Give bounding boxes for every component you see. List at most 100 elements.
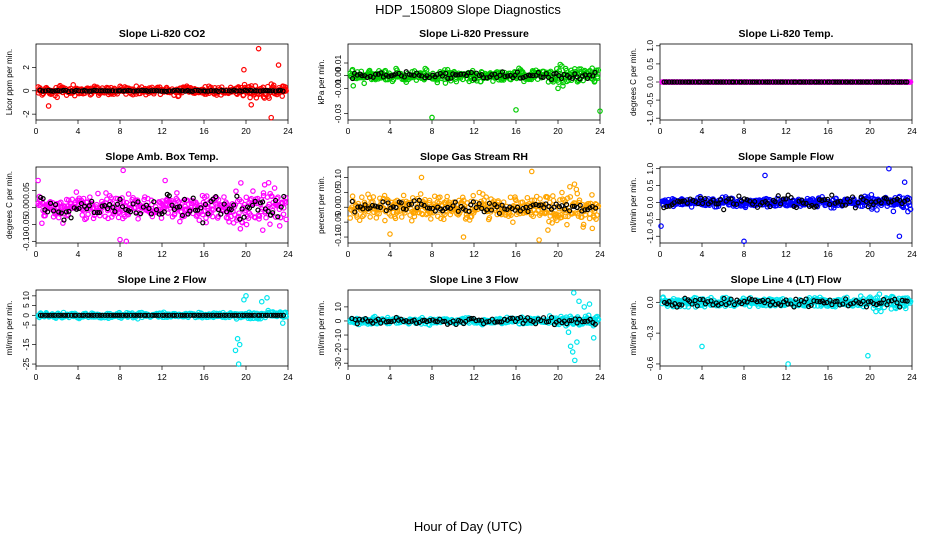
sample-point <box>177 218 183 225</box>
mean-point <box>721 207 727 213</box>
mean-point <box>233 312 239 318</box>
sample-point <box>238 198 245 205</box>
y-axis-label: degrees C per min. <box>629 48 638 116</box>
sample-point <box>873 308 879 315</box>
mean-point <box>189 88 196 94</box>
mean-point <box>747 198 753 204</box>
sample-point <box>442 80 449 86</box>
mean-point <box>52 312 58 318</box>
mean-point <box>741 196 747 202</box>
mean-point <box>902 79 908 85</box>
mean-point <box>195 87 201 93</box>
mean-point <box>229 88 235 94</box>
sample-point <box>572 210 578 216</box>
mean-point <box>197 88 204 94</box>
sample-point <box>459 194 466 201</box>
outlier-point <box>264 294 270 301</box>
mean-point <box>871 79 877 85</box>
mean-point <box>896 79 903 85</box>
mean-point <box>91 312 97 318</box>
x-tick-label: 0 <box>346 126 351 136</box>
mean-point <box>541 205 547 211</box>
x-tick-label: 0 <box>658 372 663 382</box>
mean-point <box>141 87 147 94</box>
x-tick-label: 16 <box>823 372 833 382</box>
mean-point <box>806 203 813 209</box>
mean-point <box>582 318 588 325</box>
mean-point <box>179 312 186 318</box>
mean-point <box>241 214 247 220</box>
sample-point <box>276 223 283 229</box>
mean-point <box>458 71 464 77</box>
x-tick-label: 0 <box>346 249 351 259</box>
mean-point <box>119 204 126 210</box>
mean-point <box>171 312 177 318</box>
sample-point <box>398 214 405 220</box>
y-tick-label: -5 <box>21 321 31 329</box>
mean-point <box>86 203 92 209</box>
mean-point <box>756 79 763 85</box>
mean-point <box>687 79 693 85</box>
mean-point <box>411 317 417 323</box>
mean-point <box>499 202 505 208</box>
mean-point <box>280 312 287 318</box>
sample-point <box>80 195 87 202</box>
x-tick-label: 12 <box>469 372 479 382</box>
mean-point <box>515 315 521 322</box>
mean-point <box>65 88 72 95</box>
mean-point <box>151 88 157 94</box>
mean-point <box>847 199 853 205</box>
sample-point <box>235 213 242 220</box>
outlier-point <box>236 341 243 348</box>
y-axis-label: kPa per min. <box>317 60 326 105</box>
sample-point <box>371 209 377 216</box>
mean-point <box>793 79 799 85</box>
mean-point <box>886 79 892 85</box>
mean-point <box>272 197 279 204</box>
mean-point <box>58 312 64 318</box>
mean-point <box>865 79 871 85</box>
mean-point <box>388 205 394 211</box>
mean-point <box>773 79 779 85</box>
sample-point <box>196 217 203 224</box>
mean-point <box>545 318 552 325</box>
mean-point <box>432 208 438 214</box>
mean-point <box>84 312 90 318</box>
mean-point <box>710 79 717 85</box>
x-tick-label: 20 <box>553 249 563 259</box>
mean-point <box>538 202 544 208</box>
mean-point <box>897 304 903 310</box>
mean-point <box>543 201 549 207</box>
outlier-point <box>565 329 572 336</box>
sample-point <box>437 194 443 200</box>
mean-point <box>104 88 111 94</box>
mean-point <box>535 69 541 76</box>
mean-point <box>63 312 69 318</box>
mean-point <box>403 318 409 324</box>
sample-point <box>508 212 514 218</box>
mean-point <box>661 299 668 306</box>
y-tick-label: 0.5 <box>645 58 655 70</box>
sample-point <box>427 210 433 217</box>
outlier-point <box>865 352 871 359</box>
mean-point <box>548 314 555 321</box>
mean-point <box>55 312 62 318</box>
mean-point <box>783 297 789 303</box>
mean-point <box>744 79 750 85</box>
sample-point <box>546 218 552 225</box>
mean-point <box>205 88 211 94</box>
mean-point <box>257 88 263 94</box>
panel-title: Slope Li-820 Pressure <box>419 28 529 40</box>
mean-point <box>553 201 559 207</box>
mean-point <box>393 71 399 77</box>
mean-point <box>689 301 695 307</box>
mean-point <box>559 203 565 209</box>
mean-point <box>375 316 381 322</box>
mean-point <box>904 298 910 304</box>
mean-point <box>73 312 79 318</box>
mean-point <box>89 88 95 94</box>
data-points <box>658 165 914 245</box>
mean-point <box>852 205 858 211</box>
sample-point <box>589 65 595 71</box>
